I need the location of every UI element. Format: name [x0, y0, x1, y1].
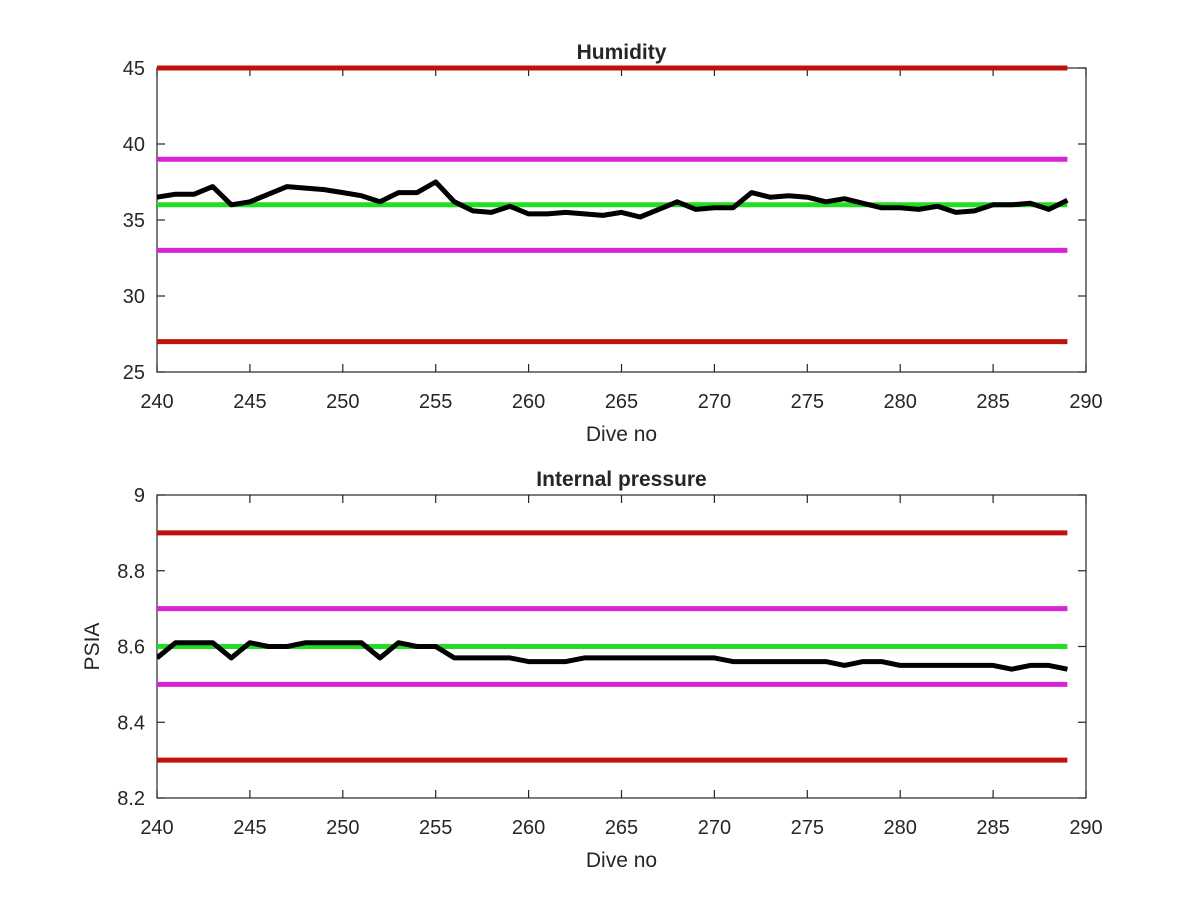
x-tick-label: 265: [605, 817, 638, 839]
x-tick-label: 285: [976, 817, 1009, 839]
plot-title: Humidity: [577, 41, 667, 64]
y-tick-label: 25: [123, 362, 145, 384]
x-tick-label: 275: [791, 817, 824, 839]
x-tick-label: 255: [419, 391, 452, 413]
y-tick-label: 8.6: [117, 637, 145, 659]
x-tick-label: 265: [605, 391, 638, 413]
x-axis-label: Dive no: [586, 849, 657, 872]
x-tick-label: 260: [512, 817, 545, 839]
x-tick-label: 245: [233, 817, 266, 839]
y-tick-label: 45: [123, 58, 145, 80]
x-tick-label: 270: [698, 817, 731, 839]
subplot-2: 240 245 250 255 260 265 270 275 280 285 290 8.2 8.4 8…: [81, 468, 1103, 872]
x-tick-label: 245: [233, 391, 266, 413]
y-tick-label: 8.8: [117, 561, 145, 583]
plot-title: Internal pressure: [536, 468, 706, 491]
x-tick-label: 275: [791, 391, 824, 413]
x-tick-label: 280: [884, 817, 917, 839]
y-tick-label: 30: [123, 286, 145, 308]
axes-box: [156, 67, 1087, 373]
x-tick-label: 255: [419, 817, 452, 839]
x-tick-label: 290: [1069, 391, 1102, 413]
x-tick-label: 260: [512, 391, 545, 413]
measured-line: [157, 179, 1069, 220]
y-tick-label: 8.2: [117, 788, 145, 810]
x-tick-label: 270: [698, 391, 731, 413]
y-axis-label: PSIA: [81, 623, 104, 671]
y-tick-label: 8.4: [117, 712, 145, 734]
y-tick-label: 35: [123, 210, 145, 232]
x-tick-label: 250: [326, 817, 359, 839]
x-tick-label: 240: [140, 391, 173, 413]
x-tick-label: 290: [1069, 817, 1102, 839]
x-tick-label: 280: [884, 391, 917, 413]
x-tick-label: 240: [140, 817, 173, 839]
x-axis-label: Dive no: [586, 423, 657, 446]
subplot-1: 240 245 250 255 260 265 270 275 280 285 290 25 30 35 4…: [123, 41, 1103, 446]
y-tick-label: 40: [123, 134, 145, 156]
x-tick-label: 250: [326, 391, 359, 413]
x-tick-label: 285: [976, 391, 1009, 413]
y-tick-label: 9: [134, 485, 145, 507]
measured-line: [157, 640, 1068, 672]
